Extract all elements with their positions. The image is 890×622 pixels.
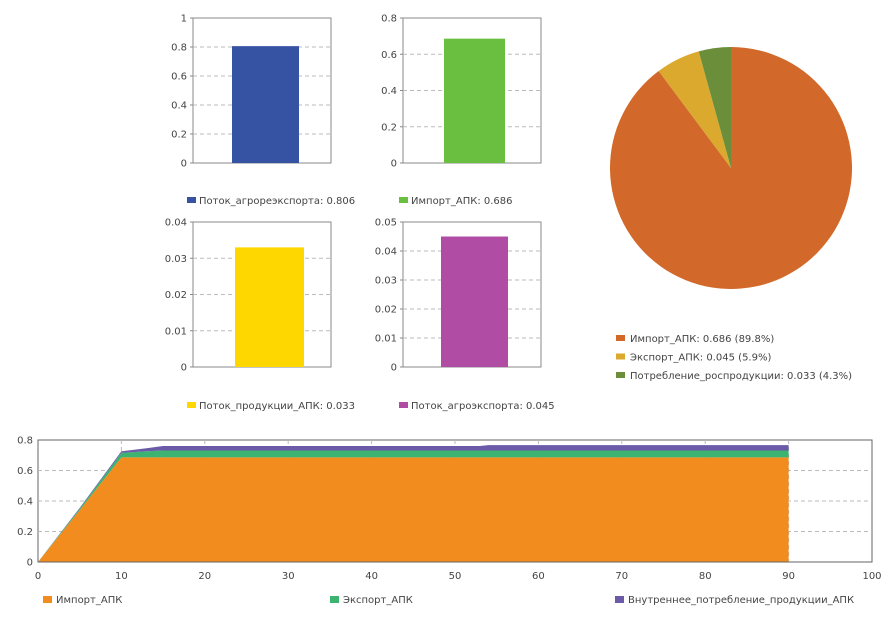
x-tick-label: 0 (35, 571, 41, 582)
legend-swatch (616, 372, 625, 378)
pie-slice (698, 47, 731, 168)
y-tick-label: 0 (181, 159, 187, 170)
y-tick-label: 0.6 (171, 72, 187, 83)
legend-swatch (399, 197, 408, 203)
legend-swatch (615, 596, 624, 603)
x-tick-label: 60 (532, 571, 545, 582)
x-tick-label: 30 (282, 571, 295, 582)
y-tick-label: 0.03 (375, 276, 397, 287)
x-tick-label: 10 (115, 571, 128, 582)
bar (235, 247, 304, 367)
y-tick-label: 0.8 (17, 436, 33, 447)
y-tick-label: 0 (391, 363, 397, 374)
y-tick-label: 0.4 (17, 497, 33, 508)
y-tick-label: 0.8 (171, 43, 187, 54)
legend-label: Внутреннее_потребление_продукции_АПК (628, 595, 854, 606)
y-tick-label: 0.02 (375, 305, 397, 316)
y-tick-label: 0.03 (165, 254, 187, 265)
y-tick-label: 0.2 (17, 527, 33, 538)
legend-label: Импорт_АПК (56, 595, 122, 606)
legend-label: Импорт_АПК: 0.686 (411, 196, 513, 207)
legend-label: Поток_продукции_АПК: 0.033 (199, 401, 355, 412)
legend-swatch (616, 353, 625, 360)
bar (232, 46, 299, 163)
legend-swatch (187, 197, 196, 203)
legend-label: Поток_агрореэкспорта: 0.806 (199, 196, 355, 207)
y-tick-label: 0 (181, 363, 187, 374)
area-series (38, 457, 789, 562)
x-tick-label: 90 (782, 571, 795, 582)
y-tick-label: 1 (181, 14, 187, 25)
legend-label: Потребление_роспродукции: 0.033 (4.3%) (630, 371, 852, 382)
y-tick-label: 0.01 (165, 326, 187, 337)
y-tick-label: 0.04 (375, 247, 397, 258)
x-tick-label: 100 (862, 571, 881, 582)
y-tick-label: 0.4 (171, 101, 187, 112)
y-tick-label: 0.02 (165, 290, 187, 301)
y-tick-label: 0.05 (375, 218, 397, 229)
x-tick-label: 80 (699, 571, 712, 582)
legend-label: Импорт_АПК: 0.686 (89.8%) (630, 334, 774, 345)
legend-label: Экспорт_АПК (343, 595, 413, 606)
legend-swatch (43, 596, 52, 603)
y-tick-label: 0.8 (381, 14, 397, 25)
y-tick-label: 0.6 (381, 50, 397, 61)
legend-swatch (330, 596, 339, 603)
y-tick-label: 0.04 (165, 218, 187, 229)
y-tick-label: 0.01 (375, 334, 397, 345)
bar (441, 236, 508, 367)
x-tick-label: 50 (449, 571, 462, 582)
legend-swatch (399, 402, 408, 408)
y-tick-label: 0.6 (17, 466, 33, 477)
y-tick-label: 0.4 (381, 86, 397, 97)
legend-label: Поток_агроэкспорта: 0.045 (411, 401, 555, 412)
x-tick-label: 20 (198, 571, 211, 582)
y-tick-label: 0.2 (381, 122, 397, 133)
pie-slice (658, 51, 731, 168)
x-tick-label: 70 (615, 571, 628, 582)
legend-swatch (187, 402, 196, 408)
x-tick-label: 40 (365, 571, 378, 582)
bar (444, 38, 505, 163)
y-tick-label: 0 (391, 159, 397, 170)
legend-swatch (616, 335, 625, 341)
legend-label: Экспорт_АПК: 0.045 (5.9%) (630, 353, 771, 364)
y-tick-label: 0.2 (171, 130, 187, 141)
y-tick-label: 0 (27, 558, 33, 569)
pie-slice (609, 47, 852, 289)
